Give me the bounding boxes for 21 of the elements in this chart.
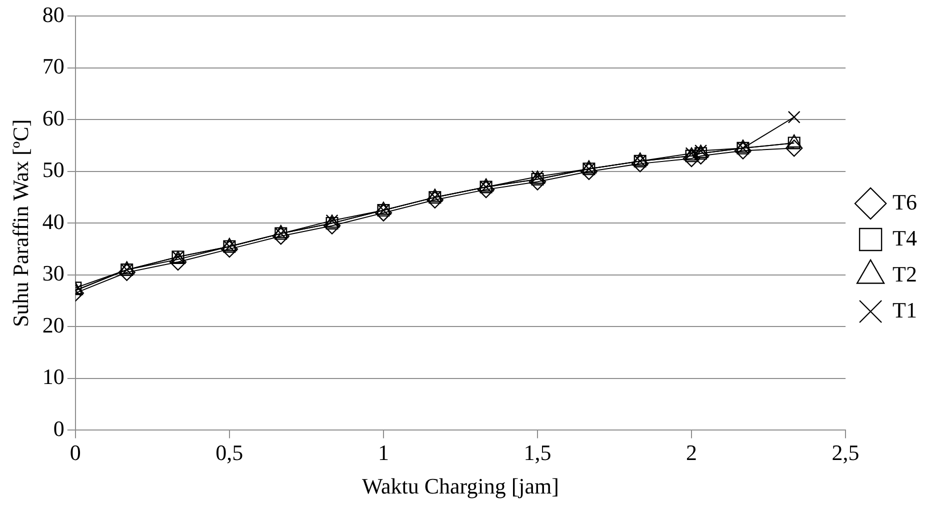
y-tick-label: 40 (42, 208, 64, 234)
legend-label: T6 (892, 189, 918, 214)
y-tick-label: 0 (53, 416, 64, 441)
y-tick-label: 30 (42, 260, 64, 286)
x-tick-label: 0 (70, 440, 81, 466)
y-tick-label: 80 (42, 2, 64, 27)
y-tick-label: 20 (42, 312, 64, 338)
y-axis-title: Suhu Paraffin Wax [ºC] (8, 119, 33, 328)
y-tick-label: 50 (42, 157, 64, 182)
x-axis-title: Waktu Charging [jam] (362, 474, 559, 499)
x-tick-label: 0,5 (216, 440, 244, 466)
x-tick-label: 2 (686, 440, 698, 466)
y-tick-label: 60 (42, 105, 64, 130)
legend-label: T4 (892, 225, 918, 250)
y-tick-label: 70 (42, 54, 64, 79)
x-tick-label: 1 (378, 440, 389, 466)
legend-label: T1 (892, 297, 918, 322)
x-tick-label: 2,5 (832, 440, 860, 466)
x-tick-label: 1,5 (524, 440, 552, 466)
legend-label: T2 (892, 261, 918, 286)
y-tick-label: 10 (42, 364, 64, 390)
